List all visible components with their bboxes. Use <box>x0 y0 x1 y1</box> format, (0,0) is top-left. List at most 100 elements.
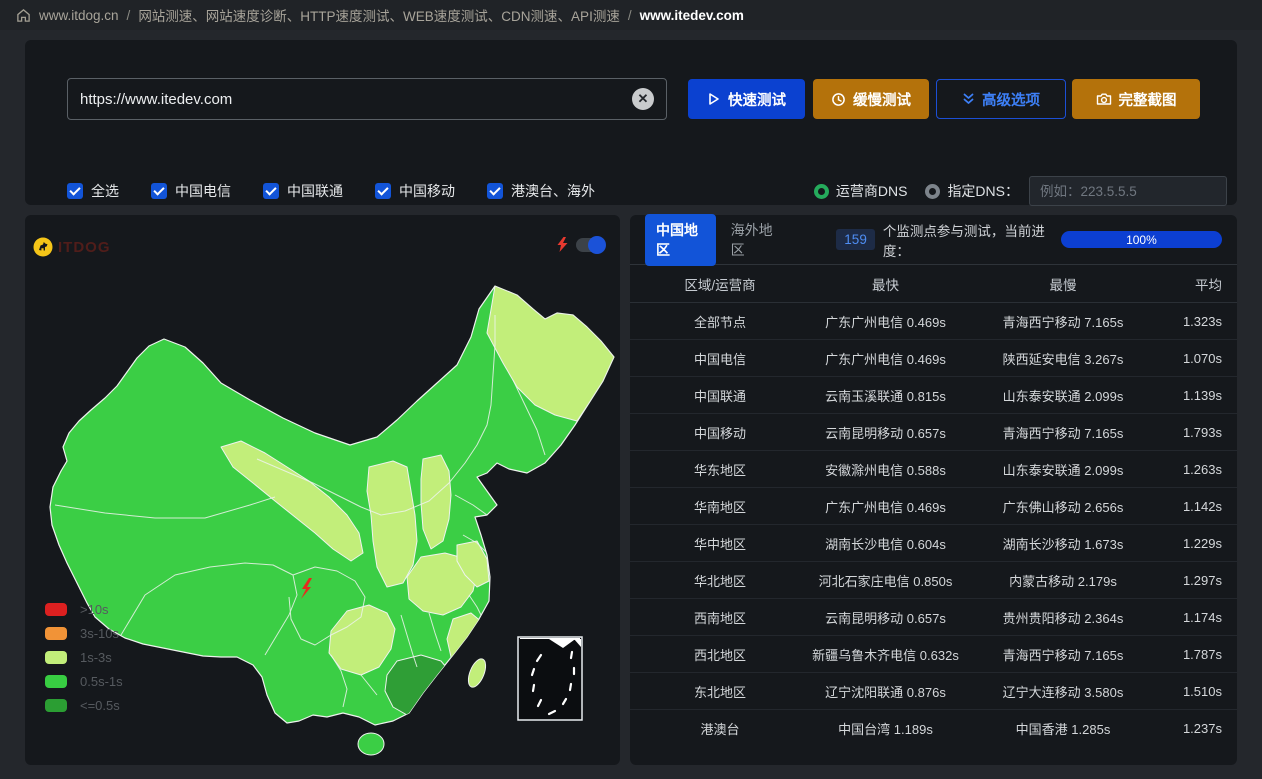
legend-label: 3s-10s <box>80 625 120 641</box>
map-watermark: ITDOG <box>58 239 111 256</box>
custom-dns-input[interactable] <box>1029 176 1227 206</box>
average-cell: 1.142s <box>1182 498 1222 514</box>
slow-test-button[interactable]: 缓慢测试 <box>813 79 929 119</box>
carrier-checkbox-4[interactable]: 港澳台、海外 <box>487 181 595 201</box>
checkbox-label: 中国联通 <box>287 183 343 199</box>
map-island-taiwan <box>467 658 487 688</box>
camera-icon <box>1096 93 1111 105</box>
legend-swatch <box>45 602 67 616</box>
fastest-cell: 中国台湾 1.189s <box>838 722 933 737</box>
progress-bar: 100% <box>1060 231 1222 248</box>
checkbox-checked-icon[interactable] <box>487 183 503 199</box>
map-province-gansu-light <box>220 440 364 562</box>
monitor-text: 个监测点参与测试，当前进度： <box>882 223 1045 259</box>
region-cell: 中国移动 <box>693 425 746 441</box>
legend-label: <=0.5s <box>80 697 120 713</box>
breadcrumb-current-site: www.itedev.com <box>639 7 744 23</box>
legend-label: >10s <box>80 601 109 617</box>
slowest-cell: 内蒙古移动 2.179s <box>1009 573 1117 589</box>
breadcrumb-site[interactable]: www.itdog.cn <box>39 7 119 23</box>
lightning-icon <box>557 237 568 252</box>
average-cell: 1.323s <box>1182 313 1222 329</box>
map-marker-lightning-icon <box>301 578 312 599</box>
table-row: 华北地区 河北石家庄电信 0.850s 内蒙古移动 2.179s 1.297s <box>630 562 1237 599</box>
region-cell: 中国电信 <box>693 351 746 367</box>
table-row: 华中地区 湖南长沙电信 0.604s 湖南长沙移动 1.673s 1.229s <box>630 525 1237 562</box>
checkbox-checked-icon[interactable] <box>375 183 391 199</box>
legend-item-3: 0.5s-1s <box>45 669 123 693</box>
table-row: 西北地区 新疆乌鲁木齐电信 0.632s 青海西宁移动 7.165s 1.787s <box>630 636 1237 673</box>
average-cell: 1.229s <box>1182 535 1222 551</box>
region-cell: 中国联通 <box>693 388 746 404</box>
region-cell: 华东地区 <box>693 462 746 478</box>
map-province-shaanxi-light <box>366 460 418 588</box>
fastest-cell: 广东广州电信 0.469s <box>825 314 946 330</box>
slowest-cell: 山东泰安联通 2.099s <box>1002 462 1124 478</box>
chevron-double-down-icon <box>963 93 974 104</box>
table-row: 华东地区 安徽滁州电信 0.588s 山东泰安联通 2.099s 1.263s <box>630 451 1237 488</box>
checkbox-checked-icon[interactable] <box>67 183 83 199</box>
table-row: 华南地区 广东广州电信 0.469s 广东佛山移动 2.656s 1.142s <box>630 488 1237 525</box>
fastest-cell: 辽宁沈阳联通 0.876s <box>825 684 946 700</box>
region-cell: 港澳台 <box>700 722 740 737</box>
home-icon[interactable] <box>16 8 31 23</box>
monitor-count-badge: 159 <box>836 229 875 250</box>
carrier-checkbox-3[interactable]: 中国移动 <box>375 181 455 201</box>
legend-item-2: 1s-3s <box>45 645 123 669</box>
results-header: 中国地区 海外地区 159 个监测点参与测试，当前进度： 100% <box>630 213 1237 266</box>
checkbox-label: 全选 <box>91 183 119 199</box>
region-cell: 西北地区 <box>693 647 746 663</box>
column-header: 区域/运营商 <box>684 277 756 293</box>
region-cell: 华中地区 <box>693 536 746 552</box>
play-icon <box>709 93 719 105</box>
url-input[interactable]: https://www.itedev.com ✕ <box>67 78 667 120</box>
average-cell: 1.174s <box>1182 609 1222 625</box>
region-cell: 全部节点 <box>693 314 746 330</box>
url-value[interactable]: https://www.itedev.com <box>80 90 233 108</box>
checkbox-checked-icon[interactable] <box>263 183 279 199</box>
slowest-cell: 辽宁大连移动 3.580s <box>1002 684 1124 700</box>
checkbox-checked-icon[interactable] <box>151 183 167 199</box>
region-cell: 华南地区 <box>693 499 746 515</box>
advanced-options-button[interactable]: 高级选项 <box>936 79 1066 119</box>
full-screenshot-button[interactable]: 完整截图 <box>1072 79 1200 119</box>
breadcrumb-separator: / <box>627 7 632 23</box>
column-header: 最慢 <box>1049 277 1077 293</box>
china-choropleth-map[interactable] <box>25 215 620 765</box>
carrier-checkbox-0[interactable]: 全选 <box>67 181 119 201</box>
carrier-dns-label: 运营商DNS <box>835 183 908 199</box>
slowest-cell: 山东泰安联通 2.099s <box>1002 388 1124 404</box>
average-cell: 1.139s <box>1182 387 1222 403</box>
map-province-shanxi-light <box>420 454 452 550</box>
legend-swatch <box>45 698 67 712</box>
carrier-checkbox-2[interactable]: 中国联通 <box>263 181 343 201</box>
breadcrumb-separator: / <box>126 7 131 23</box>
table-row: 港澳台 中国台湾 1.189s 中国香港 1.285s 1.237s <box>630 710 1237 747</box>
results-panel: 中国地区 海外地区 159 个监测点参与测试，当前进度： 100% 区域/运营商 最… <box>630 213 1237 765</box>
fast-test-button[interactable]: 快速测试 <box>688 79 805 119</box>
carrier-dns-radio[interactable] <box>813 183 829 199</box>
breadcrumb-section[interactable]: 网站测速、网站速度诊断、HTTP速度测试、WEB速度测试、CDN测速、API测速 <box>138 9 620 24</box>
map-legend: >10s 3s-10s 1s-3s 0.5s-1s <=0.5s <box>45 597 123 717</box>
checkbox-label: 港澳台、海外 <box>511 183 595 199</box>
tab-china-region[interactable]: 中国地区 <box>645 213 716 266</box>
table-row: 中国联通 云南玉溪联通 0.815s 山东泰安联通 2.099s 1.139s <box>630 377 1237 414</box>
slowest-cell: 中国香港 1.285s <box>1015 722 1111 737</box>
map-animation-toggle[interactable] <box>576 235 606 254</box>
dns-options: 运营商DNS 指定DNS： <box>813 176 1227 206</box>
breadcrumb: www.itdog.cn / 网站测速、网站速度诊断、HTTP速度测试、WEB速… <box>0 0 1262 30</box>
fastest-cell: 广东广州电信 0.469s <box>825 499 946 515</box>
results-table: 区域/运营商 最快 最慢 平均 全部节点 广东广州电信 0.469s 青海西宁移动 7.16… <box>630 265 1237 747</box>
custom-dns-label: 指定DNS： <box>947 183 1019 199</box>
clear-url-button[interactable]: ✕ <box>632 88 654 110</box>
slowest-cell: 湖南长沙移动 1.673s <box>1002 536 1124 552</box>
table-row: 中国移动 云南昆明移动 0.657s 青海西宁移动 7.165s 1.793s <box>630 414 1237 451</box>
carrier-checkbox-1[interactable]: 中国电信 <box>151 181 231 201</box>
tab-overseas-region[interactable]: 海外地区 <box>730 221 773 258</box>
custom-dns-radio[interactable] <box>925 183 941 199</box>
region-cell: 华北地区 <box>693 573 746 589</box>
slowest-cell: 青海西宁移动 7.165s <box>1002 647 1124 663</box>
average-cell: 1.237s <box>1182 721 1222 736</box>
checkbox-label: 中国移动 <box>399 183 455 199</box>
column-header: 平均 <box>1195 277 1222 293</box>
